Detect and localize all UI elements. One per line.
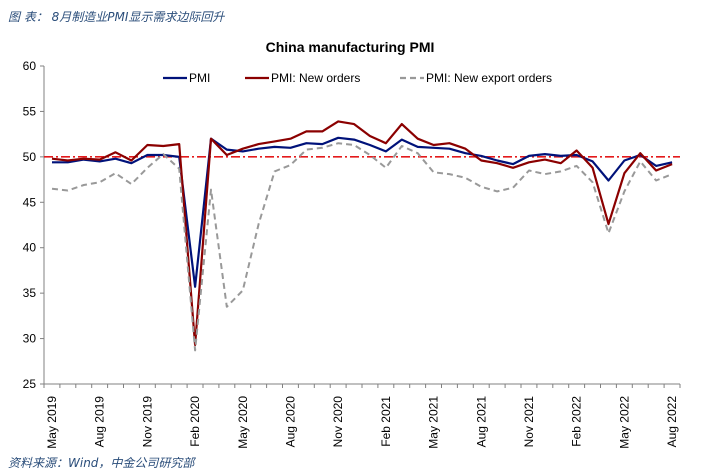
series-line-pmi (52, 136, 673, 288)
y-tick-label: 35 (23, 286, 37, 300)
legend-label-pmi: PMI (189, 71, 210, 85)
x-tick-label: Nov 2020 (331, 396, 345, 448)
y-tick-label: 60 (23, 59, 37, 73)
figure-caption: 图 表： 8月制造业PMI显示需求边际回升 (8, 10, 225, 24)
legend-label-pmi-new-orders: PMI: New orders (271, 71, 360, 85)
x-tick-label: Nov 2021 (522, 396, 536, 448)
y-tick-label: 40 (23, 241, 37, 255)
axes: 25 30 35 40 45 50 55 60 May 2019 Aug 2019 Nov 2019… (23, 59, 681, 449)
y-tick-label: 25 (23, 377, 37, 391)
x-tick-label: May 2020 (236, 396, 250, 449)
legend: PMI PMI: New orders PMI: New export orders (163, 71, 552, 85)
series-group (51, 120, 673, 352)
x-tick-label: Aug 2021 (474, 396, 488, 448)
source-note: 资料来源：Wind，中金公司研究部 (8, 456, 195, 470)
x-tick-label: Aug 2019 (93, 396, 107, 448)
series-line-pmi-new-export-orders (51, 142, 673, 352)
series-line-pmi-new-orders (51, 120, 673, 346)
x-tick-label: Feb 2022 (570, 396, 584, 447)
y-tick-label: 55 (23, 104, 37, 118)
x-tick-label: Feb 2021 (379, 396, 393, 447)
x-tick-label: Feb 2020 (188, 396, 202, 447)
legend-label-pmi-new-export-orders: PMI: New export orders (426, 71, 552, 85)
chart-title: China manufacturing PMI (266, 39, 435, 55)
x-tick-label: Aug 2022 (665, 396, 679, 448)
x-tick-label: May 2022 (617, 396, 631, 449)
x-tick-label: May 2019 (45, 396, 59, 449)
y-tick-label: 50 (23, 150, 37, 164)
x-tick-label: Nov 2019 (140, 396, 154, 448)
x-tick-label: May 2021 (427, 396, 441, 449)
y-tick-label: 45 (23, 195, 37, 209)
y-tick-label: 30 (23, 332, 37, 346)
x-tick-label: Aug 2020 (283, 396, 297, 448)
